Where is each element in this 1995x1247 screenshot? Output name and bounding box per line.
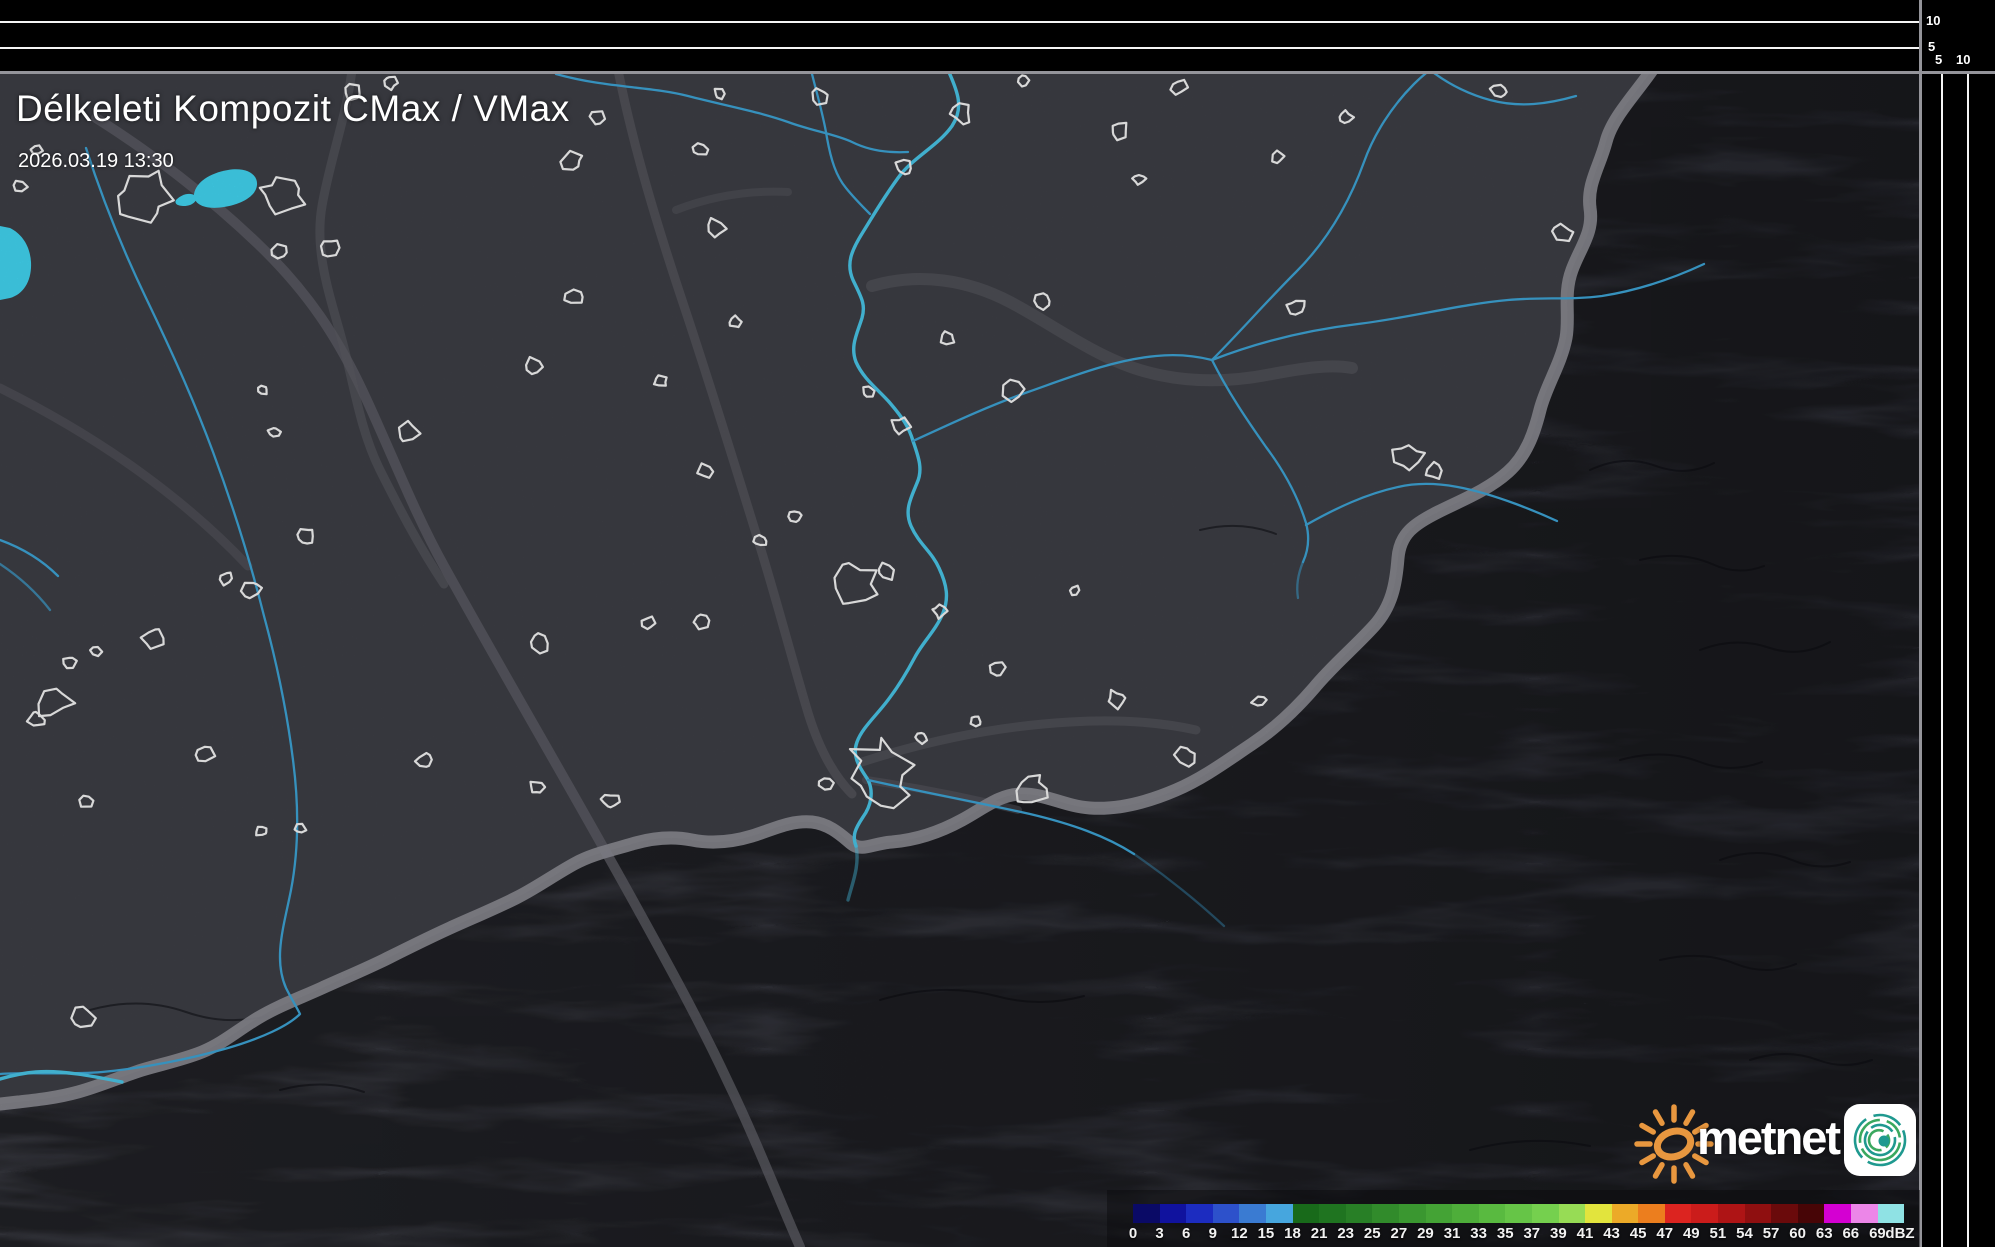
dbz-segment xyxy=(1292,1204,1320,1223)
dbz-segment xyxy=(1558,1204,1586,1223)
dbz-segment xyxy=(1239,1204,1266,1223)
top-profile-panel xyxy=(0,0,1919,71)
dbz-tick-label: 23 xyxy=(1337,1225,1355,1242)
dbz-tick-label: 45 xyxy=(1629,1225,1647,1242)
axis-label-10: 10 xyxy=(1926,13,1941,28)
dbz-tick-label: 21 xyxy=(1310,1225,1328,1242)
dbz-tick-label: 27 xyxy=(1390,1225,1408,1242)
dbz-tick-label: 49 xyxy=(1682,1225,1700,1242)
dbz-tick-label: 47 xyxy=(1656,1225,1674,1242)
dbz-segment xyxy=(1824,1204,1852,1223)
dbz-segment xyxy=(1531,1204,1559,1223)
dbz-tick-label: 3 xyxy=(1155,1225,1164,1242)
dbz-segment xyxy=(1372,1204,1399,1223)
sun-icon xyxy=(1634,1104,1714,1184)
dbz-tick-label: 29 xyxy=(1417,1225,1434,1242)
dbz-segment xyxy=(1691,1204,1719,1223)
color-bar xyxy=(1133,1204,1905,1223)
dbz-tick-label: 57 xyxy=(1762,1225,1780,1242)
dbz-segment xyxy=(1212,1204,1240,1223)
radar-map xyxy=(0,74,1919,1247)
dbz-tick-label: 12 xyxy=(1231,1225,1248,1242)
height-line-10km xyxy=(0,21,1919,23)
dbz-segment xyxy=(1398,1204,1426,1223)
dbz-segment xyxy=(1186,1204,1213,1223)
dbz-tick-label: 60 xyxy=(1789,1225,1806,1242)
dbz-segment xyxy=(1425,1204,1453,1223)
dbz-segment xyxy=(1771,1204,1798,1223)
height-line-5km-vert xyxy=(1941,74,1943,1247)
dbz-tick-label: 9 xyxy=(1208,1225,1217,1242)
dbz-tick-label: 0 xyxy=(1128,1225,1138,1242)
dbz-tick-label: 54 xyxy=(1736,1225,1753,1242)
dbz-tick-label: 66 xyxy=(1842,1225,1860,1242)
height-line-10km-vert xyxy=(1967,74,1969,1247)
dbz-segment xyxy=(1638,1204,1665,1223)
dbz-segment xyxy=(1505,1204,1532,1223)
dbz-segment xyxy=(1664,1204,1692,1223)
timestamp: 2026.03.19 13:30 xyxy=(18,150,174,172)
dbz-segment xyxy=(1851,1204,1878,1223)
dbz-segment xyxy=(1797,1204,1825,1223)
dbz-segment xyxy=(1452,1204,1479,1223)
dbz-color-scale: 0 3 6 9 12 15 18 21 23 25 27 29 31 33 35 37 39 41 43 45 47 49… xyxy=(1107,1190,1920,1247)
axis-label-5b: 5 xyxy=(1935,52,1943,67)
dbz-tick-label: 63 xyxy=(1815,1225,1833,1242)
dbz-segment xyxy=(1478,1204,1506,1223)
dbz-segment xyxy=(1319,1204,1346,1223)
dbz-tick-label: 43 xyxy=(1603,1225,1620,1242)
frame-horizontal xyxy=(0,71,1995,74)
dbz-segment xyxy=(1877,1204,1905,1223)
dbz-tick-label: 35 xyxy=(1496,1225,1514,1242)
dbz-tick-label: 41 xyxy=(1576,1225,1594,1242)
dbz-segment xyxy=(1611,1204,1639,1223)
dbz-segment xyxy=(1265,1204,1293,1223)
height-line-5km xyxy=(0,47,1919,49)
axis-label-5: 5 xyxy=(1928,39,1936,54)
dbz-tick-label: 33 xyxy=(1470,1225,1487,1242)
dbz-segment xyxy=(1133,1204,1160,1223)
metnet-logo[interactable]: metnet xyxy=(1625,1092,1920,1184)
dbz-tick-label: 39 xyxy=(1550,1225,1567,1242)
dbz-segment xyxy=(1585,1204,1612,1223)
dbz-tick-label: 51 xyxy=(1709,1225,1727,1242)
dbz-tick-label: 37 xyxy=(1523,1225,1541,1242)
logo-wordmark: metnet xyxy=(1697,1111,1841,1164)
dbz-segment xyxy=(1744,1204,1772,1223)
dbz-tick-label: 18 xyxy=(1284,1225,1301,1242)
frame-vertical xyxy=(1919,0,1922,1247)
page-title: Délkeleti Kompozit CMax / VMax xyxy=(16,88,570,129)
dbz-tick-label: 15 xyxy=(1257,1225,1275,1242)
dbz-tick-label: 6 xyxy=(1182,1225,1191,1242)
right-profile-panel xyxy=(1922,0,1995,1247)
dbz-segment xyxy=(1718,1204,1745,1223)
spiral-icon xyxy=(1853,1113,1907,1167)
dbz-unit-label: dBZ xyxy=(1885,1225,1915,1242)
dbz-tick-label: 25 xyxy=(1363,1225,1381,1242)
dbz-tick-label: 31 xyxy=(1443,1225,1461,1242)
dbz-tick-label: 69 xyxy=(1869,1225,1886,1242)
spiral-tile xyxy=(1844,1104,1916,1176)
dbz-segment xyxy=(1159,1204,1187,1223)
axis-label-10b: 10 xyxy=(1956,52,1971,67)
dbz-segment xyxy=(1345,1204,1373,1223)
color-bar-labels: 0 3 6 9 12 15 18 21 23 25 27 29 31 33 35 37 39 41 43 45 47 49… xyxy=(1107,1190,1920,1247)
